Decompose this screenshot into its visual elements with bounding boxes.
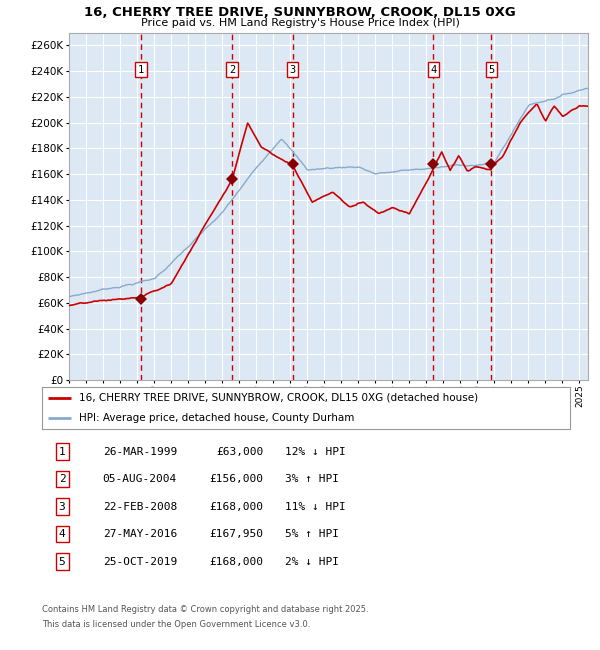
Text: 4: 4 — [430, 65, 436, 75]
Text: £167,950: £167,950 — [210, 529, 264, 539]
Text: 12% ↓ HPI: 12% ↓ HPI — [285, 447, 346, 456]
Text: 27-MAY-2016: 27-MAY-2016 — [103, 529, 177, 539]
Text: 3% ↑ HPI: 3% ↑ HPI — [285, 474, 339, 484]
Text: HPI: Average price, detached house, County Durham: HPI: Average price, detached house, Coun… — [79, 413, 355, 423]
Text: £156,000: £156,000 — [210, 474, 264, 484]
Text: £168,000: £168,000 — [210, 502, 264, 512]
Text: 26-MAR-1999: 26-MAR-1999 — [103, 447, 177, 456]
Text: 22-FEB-2008: 22-FEB-2008 — [103, 502, 177, 512]
Text: 5: 5 — [59, 556, 65, 567]
Text: 5% ↑ HPI: 5% ↑ HPI — [285, 529, 339, 539]
Text: This data is licensed under the Open Government Licence v3.0.: This data is licensed under the Open Gov… — [42, 619, 310, 629]
Text: 5: 5 — [488, 65, 494, 75]
Text: 1: 1 — [138, 65, 144, 75]
Text: 1: 1 — [59, 447, 65, 456]
Text: 3: 3 — [289, 65, 296, 75]
Text: 2% ↓ HPI: 2% ↓ HPI — [285, 556, 339, 567]
Text: 16, CHERRY TREE DRIVE, SUNNYBROW, CROOK, DL15 0XG (detached house): 16, CHERRY TREE DRIVE, SUNNYBROW, CROOK,… — [79, 393, 478, 403]
Text: £63,000: £63,000 — [217, 447, 264, 456]
Text: 16, CHERRY TREE DRIVE, SUNNYBROW, CROOK, DL15 0XG: 16, CHERRY TREE DRIVE, SUNNYBROW, CROOK,… — [84, 6, 516, 20]
Text: Price paid vs. HM Land Registry's House Price Index (HPI): Price paid vs. HM Land Registry's House … — [140, 18, 460, 28]
Text: £168,000: £168,000 — [210, 556, 264, 567]
Text: 25-OCT-2019: 25-OCT-2019 — [103, 556, 177, 567]
Text: 3: 3 — [59, 502, 65, 512]
Text: 2: 2 — [59, 474, 65, 484]
Text: 2: 2 — [229, 65, 235, 75]
Text: 11% ↓ HPI: 11% ↓ HPI — [285, 502, 346, 512]
Text: 05-AUG-2004: 05-AUG-2004 — [103, 474, 177, 484]
Text: Contains HM Land Registry data © Crown copyright and database right 2025.: Contains HM Land Registry data © Crown c… — [42, 605, 368, 614]
Text: 4: 4 — [59, 529, 65, 539]
